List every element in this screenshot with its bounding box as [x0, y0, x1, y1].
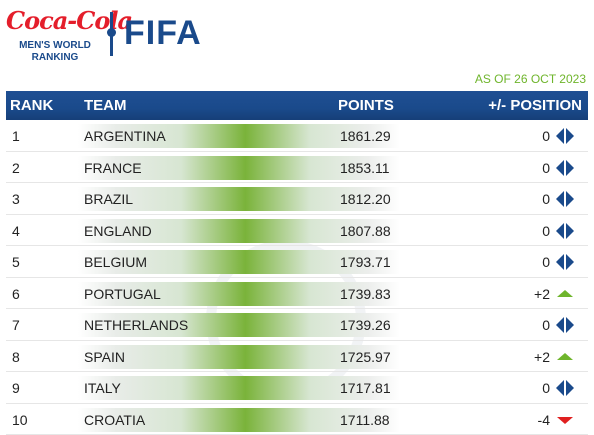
triangle-up-icon [554, 285, 576, 303]
left-right-arrows-icon [554, 316, 576, 334]
points-cell: 1861.29 [340, 128, 391, 144]
position-change-cell: -4 [538, 412, 550, 428]
team-cell: ENGLAND [84, 223, 152, 239]
left-right-arrows-icon [554, 127, 576, 145]
fifa-logo: FIFA [124, 14, 202, 53]
team-cell: ARGENTINA [84, 128, 166, 144]
rank-cell: 3 [12, 191, 20, 207]
team-cell: NETHERLANDS [84, 317, 188, 333]
triangle-down-icon [554, 411, 576, 429]
position-change-cell: 0 [542, 317, 550, 333]
header: Coca-Cola MEN'S WORLD RANKING FIFA [0, 0, 594, 72]
rank-cell: 1 [12, 128, 20, 144]
rank-cell: 5 [12, 254, 20, 270]
rank-cell: 4 [12, 223, 20, 239]
table-row: 4 ENGLAND 1807.88 0 [6, 215, 588, 247]
header-team: TEAM [84, 97, 127, 114]
table-row: 3 BRAZIL 1812.20 0 [6, 183, 588, 215]
team-cell: BRAZIL [84, 191, 133, 207]
points-cell: 1807.88 [340, 223, 391, 239]
position-change-cell: 0 [542, 128, 550, 144]
rank-cell: 2 [12, 160, 20, 176]
points-cell: 1812.20 [340, 191, 391, 207]
position-change-cell: +2 [534, 349, 550, 365]
logo-divider-dot [107, 28, 116, 37]
table-row: 2 FRANCE 1853.11 0 [6, 152, 588, 184]
points-cell: 1711.88 [340, 412, 390, 428]
table-header: RANK TEAM POINTS +/- POSITION [6, 91, 588, 120]
left-right-arrows-icon [554, 222, 576, 240]
points-cell: 1793.71 [340, 254, 391, 270]
team-cell: FRANCE [84, 160, 142, 176]
header-position: +/- POSITION [488, 97, 582, 114]
ranking-table: RANK TEAM POINTS +/- POSITION 1 ARGENTINA… [6, 91, 588, 435]
position-change-cell: 0 [542, 223, 550, 239]
as-of-date: AS OF 26 OCT 2023 [475, 72, 586, 86]
table-row: 1 ARGENTINA 1861.29 0 [6, 120, 588, 152]
header-points: POINTS [338, 97, 394, 114]
header-rank: RANK [10, 97, 53, 114]
table-row: 5 BELGIUM 1793.71 0 [6, 246, 588, 278]
points-cell: 1725.97 [340, 349, 391, 365]
team-cell: SPAIN [84, 349, 125, 365]
team-cell: ITALY [84, 380, 121, 396]
subtitle-line-2: RANKING [8, 52, 102, 64]
table-row: 9 ITALY 1717.81 0 [6, 372, 588, 404]
team-cell: CROATIA [84, 412, 145, 428]
table-row: 8 SPAIN 1725.97 +2 [6, 341, 588, 373]
table-row: 6 PORTUGAL 1739.83 +2 [6, 278, 588, 310]
team-cell: PORTUGAL [84, 286, 161, 302]
table-row: 10 CROATIA 1711.88 -4 [6, 404, 588, 435]
points-cell: 1739.83 [340, 286, 391, 302]
rank-cell: 7 [12, 317, 20, 333]
triangle-up-icon [554, 348, 576, 366]
position-change-cell: 0 [542, 160, 550, 176]
rank-cell: 9 [12, 380, 20, 396]
position-change-cell: +2 [534, 286, 550, 302]
position-change-cell: 0 [542, 380, 550, 396]
table-row: 7 NETHERLANDS 1739.26 0 [6, 309, 588, 341]
position-change-cell: 0 [542, 191, 550, 207]
left-right-arrows-icon [554, 159, 576, 177]
rank-cell: 6 [12, 286, 20, 302]
subtitle-line-1: MEN'S WORLD [8, 40, 102, 52]
rank-cell: 8 [12, 349, 20, 365]
points-cell: 1739.26 [340, 317, 391, 333]
rank-cell: 10 [12, 412, 28, 428]
points-cell: 1717.81 [340, 380, 391, 396]
left-right-arrows-icon [554, 379, 576, 397]
points-cell: 1853.11 [340, 160, 390, 176]
team-cell: BELGIUM [84, 254, 147, 270]
left-right-arrows-icon [554, 253, 576, 271]
ranking-subtitle: MEN'S WORLD RANKING [8, 40, 102, 64]
left-right-arrows-icon [554, 190, 576, 208]
position-change-cell: 0 [542, 254, 550, 270]
table-body: 1 ARGENTINA 1861.29 0 2 FRANCE 1853.11 0 3 BRAZIL… [6, 120, 588, 435]
